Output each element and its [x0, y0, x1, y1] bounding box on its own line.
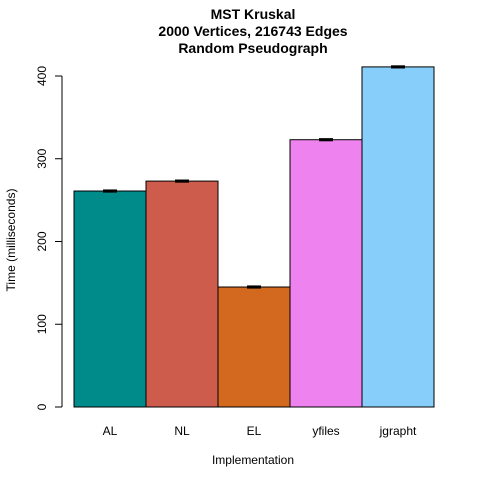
- y-tick-label: 300: [35, 148, 49, 168]
- y-tick-label: 100: [35, 314, 49, 334]
- x-tick-label: EL: [247, 424, 262, 438]
- x-tick-labels: AL NL EL yfiles jgrapht: [103, 424, 417, 438]
- bar: [73, 190, 147, 408]
- bars: [73, 65, 435, 408]
- chart-title-line-3: Random Pseudograph: [178, 40, 327, 56]
- y-tick-label: 0: [35, 403, 49, 410]
- bar: [217, 286, 291, 408]
- bar: [361, 66, 435, 408]
- y-tick-label: 400: [35, 66, 49, 86]
- x-tick-label: AL: [103, 424, 118, 438]
- x-tick-label: jgrapht: [379, 424, 417, 438]
- bar: [145, 180, 219, 408]
- y-axis: 0 100 200 300 400: [35, 66, 63, 410]
- x-axis-label: Implementation: [212, 453, 294, 467]
- y-axis-label: Time (milliseconds): [4, 189, 18, 292]
- chart-title-line-2: 2000 Vertices, 216743 Edges: [158, 23, 347, 39]
- x-tick-label: yfiles: [312, 424, 339, 438]
- chart-title-line-1: MST Kruskal: [211, 6, 296, 22]
- x-tick-label: NL: [174, 424, 190, 438]
- y-tick-label: 200: [35, 231, 49, 251]
- bar: [289, 139, 363, 408]
